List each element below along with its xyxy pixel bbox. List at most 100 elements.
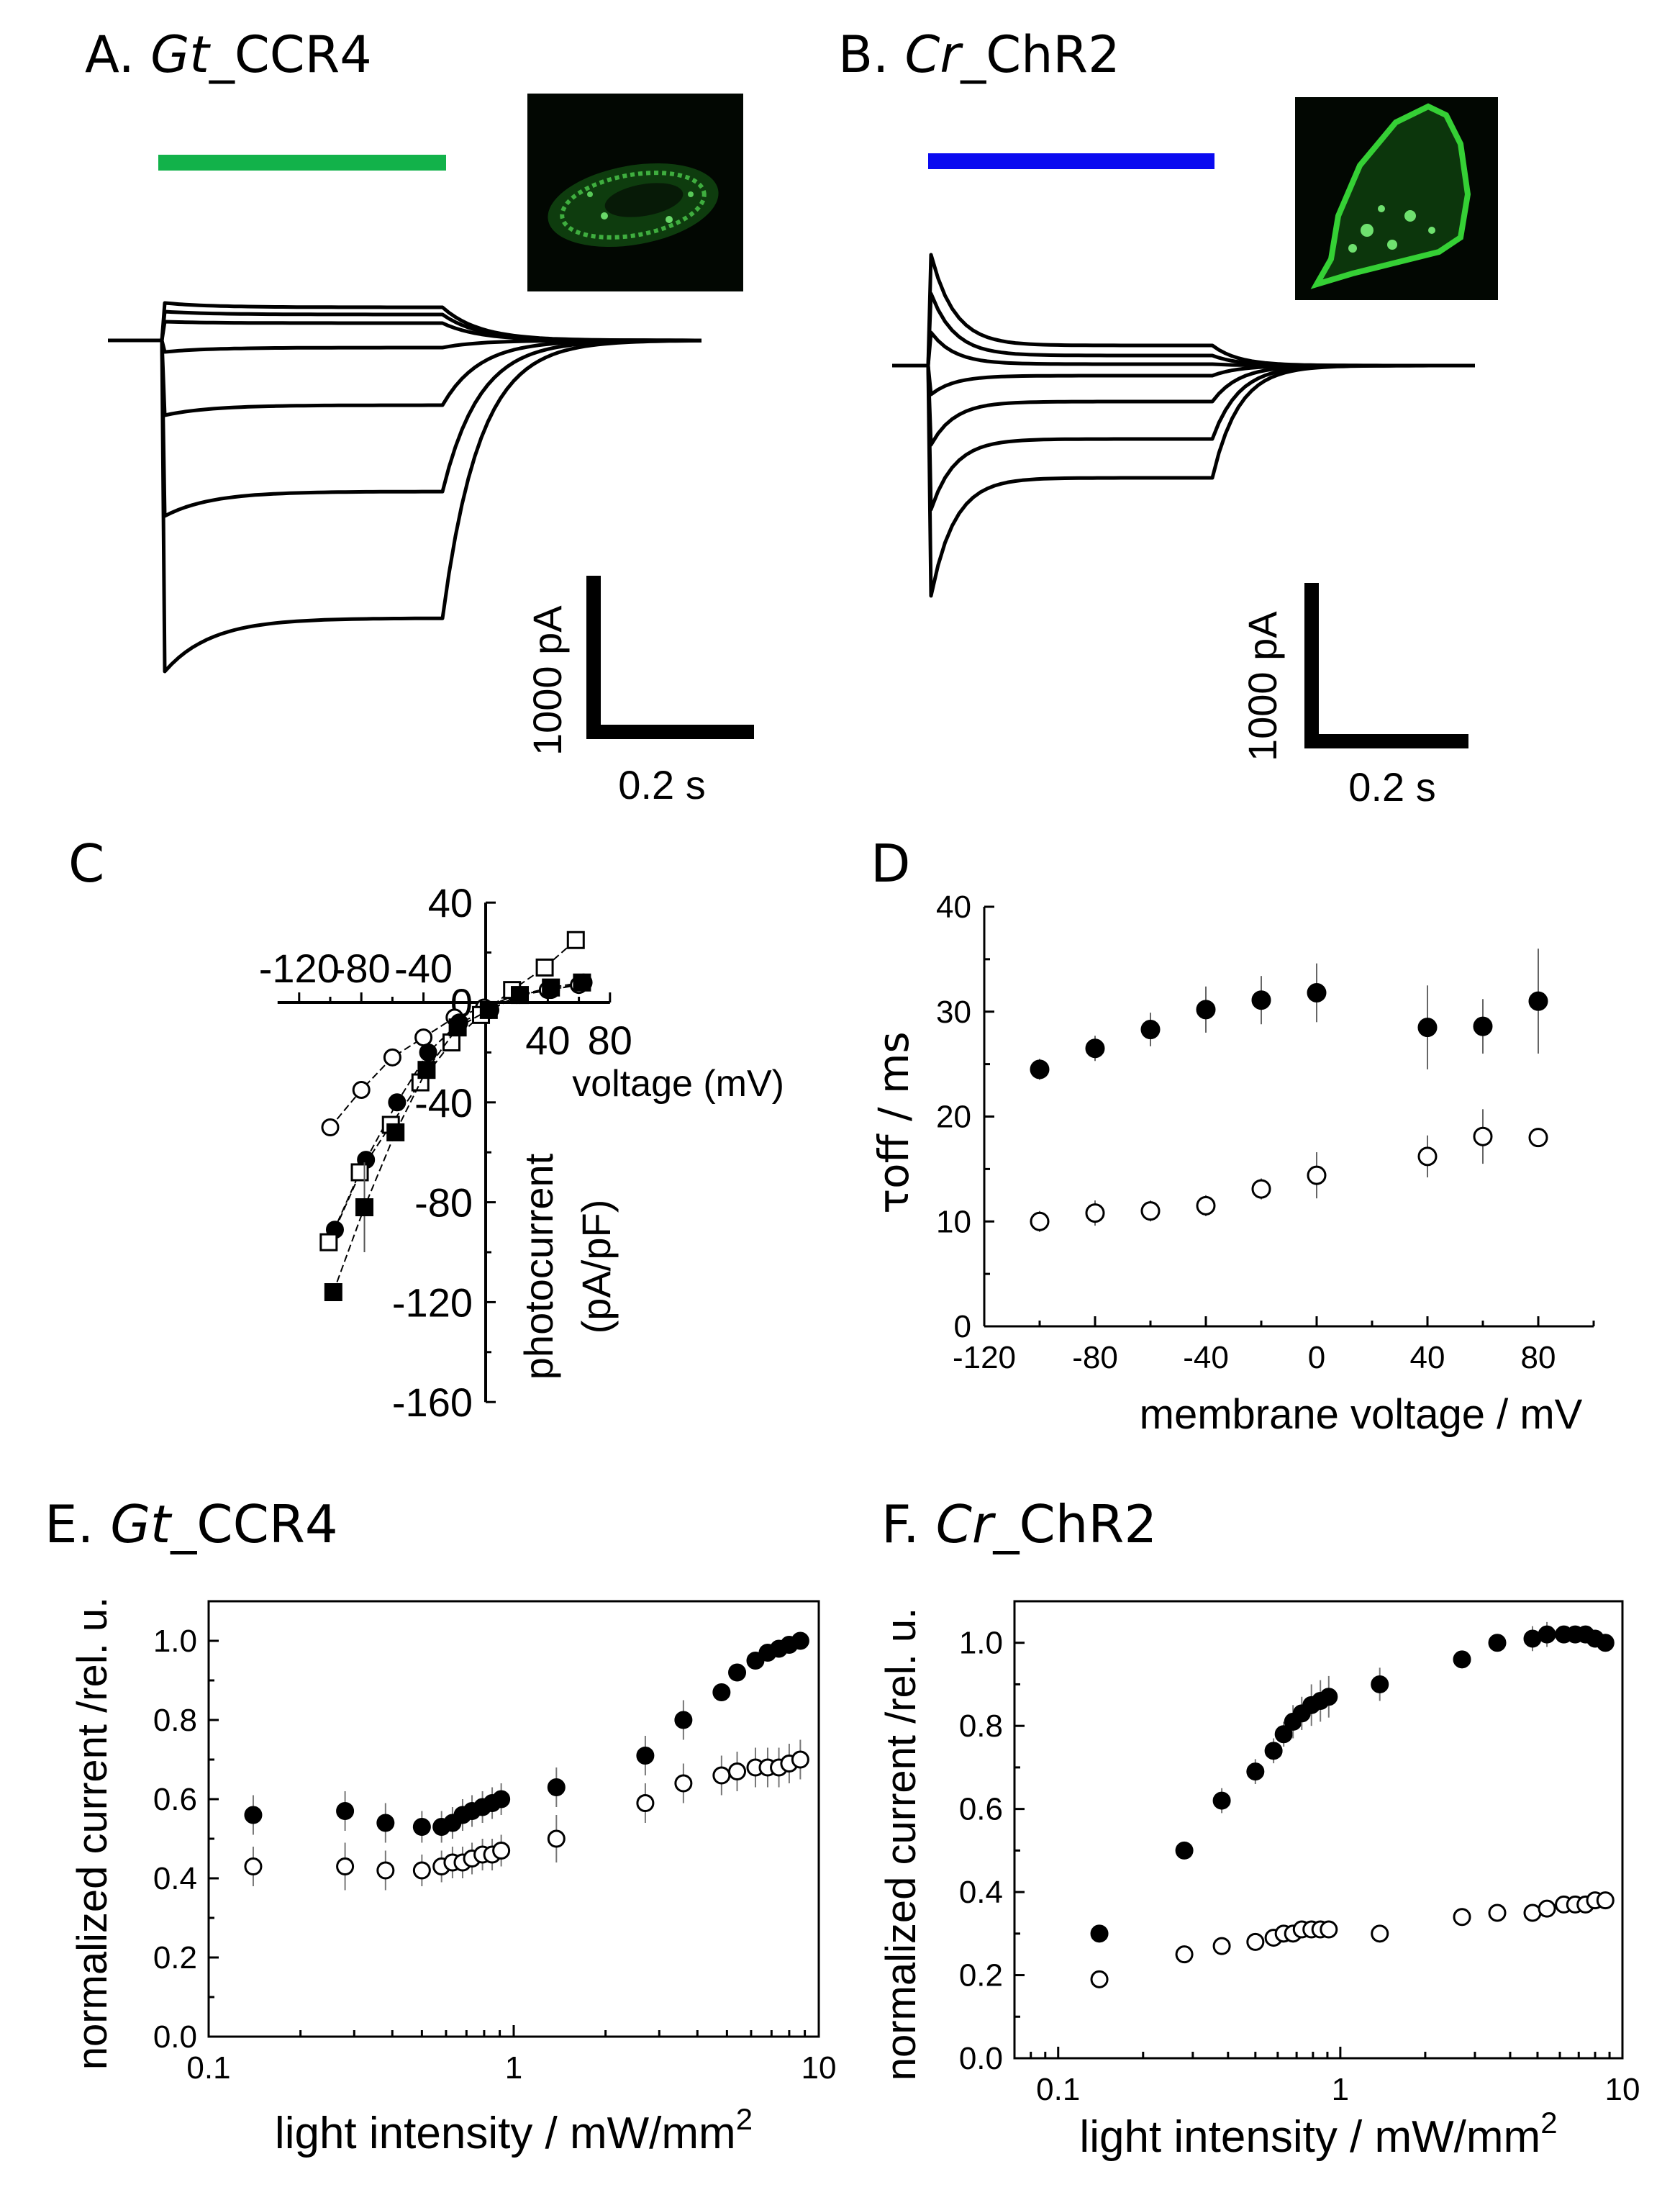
data-point-open [728, 1762, 747, 1780]
x-tick-label: 0.1 [1036, 2072, 1080, 2107]
data-point-open [1473, 1126, 1493, 1146]
x-axis-title: light intensity / mW/mm2 [1079, 2106, 1557, 2162]
data-point-open [1488, 1904, 1507, 1922]
y-axis-title-line2: (pA/pF) [573, 1200, 619, 1334]
panel-d-label: D [871, 833, 910, 894]
y-tick-label: 0.4 [959, 1875, 1003, 1910]
y-tick-label: -120 [392, 1280, 473, 1325]
data-point-open [336, 1857, 355, 1875]
data-point-filled [791, 1631, 809, 1650]
data-point-open [1030, 1211, 1050, 1231]
y-tick-label: 0.0 [153, 2019, 197, 2055]
data-point-filled-square [479, 1000, 498, 1019]
data-point-filled [1307, 983, 1327, 1003]
y-axis-title: normalized current /rel. u. [878, 1608, 925, 2081]
data-point-filled [1085, 1038, 1105, 1059]
panel-a-cell-image [527, 94, 743, 291]
data-point-open [674, 1774, 693, 1793]
panel-b-light-bar [928, 153, 1214, 169]
data-point-filled [336, 1802, 355, 1820]
data-point-open [1212, 1937, 1231, 1955]
panel-c-label: C [68, 833, 104, 894]
data-point-open [1523, 1904, 1542, 1922]
y-tick-label: 40 [428, 880, 473, 925]
y-tick-label: 1.0 [959, 1626, 1003, 1661]
x-tick-label: 40 [525, 1018, 570, 1063]
data-point-filled [1371, 1675, 1389, 1693]
data-point-filled [1030, 1059, 1050, 1079]
x-tick-label: 1 [1332, 2072, 1349, 2107]
plot-frame [1013, 1600, 1624, 2060]
data-point-open [244, 1857, 263, 1875]
y-tick-label: 0.0 [959, 2041, 1003, 2076]
panel-e-chart: 0.1 1 10 0.0 0.2 0.4 0.6 0.8 1.0 light intensity … [69, 1597, 836, 2158]
data-point-filled [1523, 1629, 1542, 1648]
y-tick-label: 30 [936, 995, 971, 1030]
x-axis-title: membrane voltage / mV [1140, 1391, 1583, 1438]
x-axis-title: light intensity / mW/mm2 [275, 2102, 753, 2158]
data-point-filled [674, 1711, 693, 1729]
panel-b-traces [892, 253, 1475, 598]
current-trace-step2 [926, 291, 1475, 368]
panel-b-title: B. Cr_ChR2 [838, 25, 1120, 84]
data-point-filled [1320, 1688, 1338, 1706]
data-point-filled [1417, 1018, 1438, 1038]
x-axis-title: voltage (mV) [572, 1063, 784, 1105]
y-axis-title-line1: photocurrent [516, 1153, 561, 1380]
y-tick-label: 0.8 [959, 1708, 1003, 1744]
data-point-filled-square [386, 1123, 405, 1141]
data-point-open [1140, 1201, 1161, 1221]
y-tick-label: 20 [936, 1100, 971, 1135]
data-point-filled-circle [419, 1043, 437, 1061]
data-point-open-circle [383, 1048, 401, 1067]
current-trace-step3 [160, 320, 701, 343]
panel-a-scale-x: 0.2 s [618, 762, 705, 807]
y-tick-label: 1.0 [153, 1624, 197, 1659]
data-point-open [1417, 1146, 1438, 1167]
data-point-filled [1140, 1020, 1161, 1040]
y-tick-label: -160 [392, 1380, 473, 1425]
x-tick-label: -120 [953, 1340, 1016, 1375]
data-point-filled [1251, 990, 1271, 1010]
x-tick-label: -80 [332, 946, 391, 991]
data-point-filled [1538, 1625, 1556, 1644]
current-trace-step5 [160, 338, 701, 417]
y-tick-label: 10 [936, 1204, 971, 1239]
panel-a-scale-bar [586, 576, 754, 739]
panel-a-title: A. Gt_CCR4 [85, 25, 372, 84]
x-tick-label: 1 [505, 2050, 522, 2086]
data-point-open-circle [414, 1028, 433, 1047]
data-point-open [1528, 1128, 1548, 1148]
current-trace-step4 [926, 363, 1475, 397]
panel-b-scale-y: 1000 pA [1240, 611, 1285, 761]
panel-a-scale-y: 1000 pA [525, 605, 570, 756]
data-point-open [1196, 1195, 1216, 1216]
plot-frame [207, 1600, 820, 2038]
panel-a-light-bar [158, 155, 446, 171]
data-point-open-circle [352, 1080, 371, 1099]
current-trace-step7 [160, 338, 701, 674]
data-point-filled-square [355, 1198, 374, 1217]
panel-d-chart: -120 -80 -40 0 40 80 0 10 20 30 40 membrane voltage… [869, 889, 1595, 1438]
data-point-filled-square [511, 986, 530, 1005]
x-tick-label: 0.1 [186, 2050, 230, 2086]
data-point-filled [412, 1818, 431, 1836]
data-point-open-circle [321, 1118, 340, 1136]
data-point-filled-circle [388, 1093, 407, 1112]
data-point-filled [1528, 991, 1548, 1011]
panel-f-chart: 0.1 1 10 0.0 0.2 0.4 0.6 0.8 1.0 light intensity … [878, 1600, 1640, 2162]
current-trace-step2 [160, 309, 701, 343]
data-point-open-square [535, 958, 554, 977]
x-tick-label: -80 [1072, 1340, 1118, 1375]
y-tick-label: 0.4 [153, 1861, 197, 1896]
data-point-open-square [319, 1233, 338, 1251]
y-tick-label: 0.6 [959, 1792, 1003, 1827]
data-point-filled [728, 1663, 747, 1682]
data-point-open [1453, 1908, 1471, 1927]
data-point-open [1251, 1179, 1271, 1199]
data-point-open [547, 1829, 566, 1848]
y-tick-label: 0.6 [153, 1782, 197, 1817]
data-point-filled [1453, 1650, 1471, 1669]
